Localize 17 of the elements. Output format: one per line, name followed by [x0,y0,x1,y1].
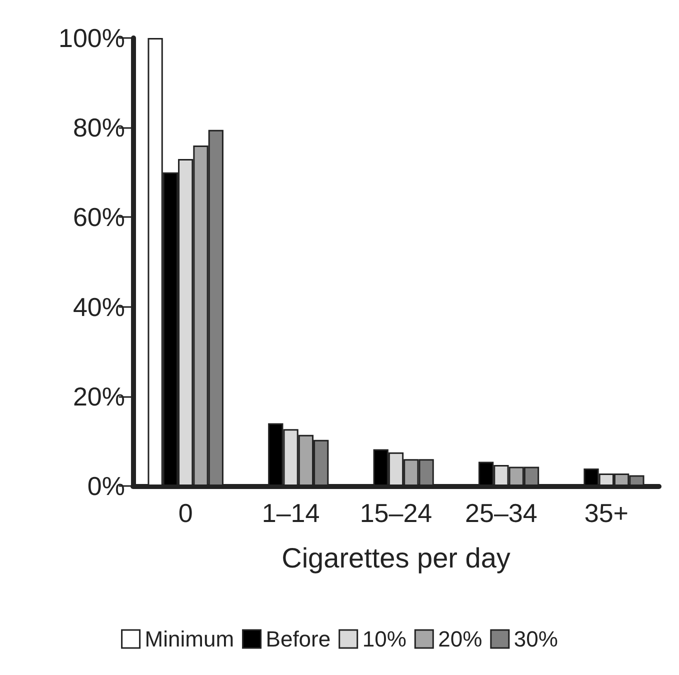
y-tick-label: 40% [72,292,125,322]
x-tick-label: 25–34 [465,498,538,528]
x-tick-label: 15–24 [360,498,432,528]
legend-label: 30% [514,626,558,652]
y-tick-label: 100% [58,23,125,53]
x-tick-label: 1–14 [262,498,320,528]
y-tick-label: 60% [72,202,125,232]
legend-label: 10% [362,626,406,652]
legend-label: Before [266,626,331,652]
y-tick-label: 20% [72,381,125,412]
x-tick-label: 0 [178,498,193,528]
legend-label: Minimum [144,626,234,652]
legend-label: 20% [438,626,482,652]
x-tick-label: 35+ [584,498,628,528]
x-axis-title: Cigarettes per day [282,542,510,574]
y-tick-label: 80% [72,112,125,143]
y-tick-label: 0% [87,471,125,501]
